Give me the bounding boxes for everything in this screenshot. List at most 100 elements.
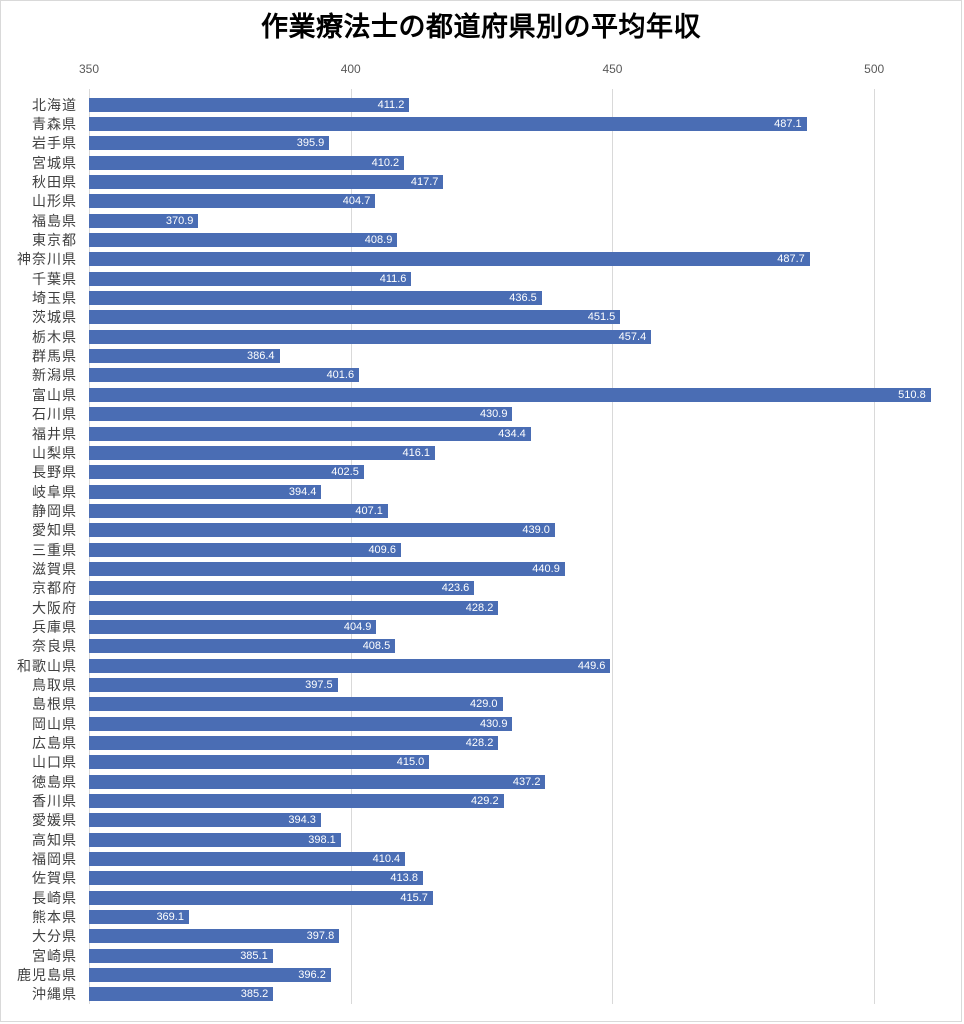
x-axis-tick-label: 350 bbox=[78, 62, 100, 76]
bar: 457.4 bbox=[89, 329, 652, 344]
bar-row: 岐阜県 394.4 bbox=[1, 482, 961, 501]
value-label: 396.2 bbox=[298, 969, 326, 982]
bar-row: 群馬県 386.4 bbox=[1, 346, 961, 365]
value-label: 398.1 bbox=[308, 833, 336, 846]
value-label: 429.2 bbox=[471, 795, 499, 808]
bar-row: 山口県 415.0 bbox=[1, 753, 961, 772]
bar-track: 434.4 bbox=[89, 426, 937, 441]
bar-row: 京都府 423.6 bbox=[1, 579, 961, 598]
bar-track: 385.1 bbox=[89, 948, 937, 963]
category-label: 兵庫県 bbox=[32, 618, 77, 635]
bar-track: 428.2 bbox=[89, 600, 937, 615]
bar-row: 埼玉県 436.5 bbox=[1, 288, 961, 307]
bar-row: 大阪府 428.2 bbox=[1, 598, 961, 617]
value-label: 415.7 bbox=[400, 891, 428, 904]
category-label: 徳島県 bbox=[32, 773, 77, 790]
category-label: 山口県 bbox=[32, 754, 77, 771]
category-label: 沖縄県 bbox=[32, 986, 77, 1003]
bar: 408.5 bbox=[89, 639, 396, 654]
bar-row: 沖縄県 385.2 bbox=[1, 985, 961, 1004]
bar: 394.3 bbox=[89, 813, 321, 828]
category-label: 三重県 bbox=[32, 541, 77, 558]
bar-track: 397.8 bbox=[89, 929, 937, 944]
value-label: 434.4 bbox=[498, 427, 526, 440]
bar: 404.9 bbox=[89, 619, 377, 634]
bar-track: 394.3 bbox=[89, 813, 937, 828]
value-label: 451.5 bbox=[587, 311, 616, 324]
value-label: 397.8 bbox=[306, 930, 335, 943]
bar-track: 428.2 bbox=[89, 736, 937, 751]
category-label: 秋田県 bbox=[32, 174, 77, 191]
bar: 487.7 bbox=[89, 252, 810, 267]
bar-track: 401.6 bbox=[89, 368, 937, 383]
x-axis-tick-label: 500 bbox=[864, 62, 885, 76]
value-label: 409.6 bbox=[368, 543, 396, 556]
category-label: 宮城県 bbox=[32, 154, 77, 171]
category-label: 香川県 bbox=[32, 793, 77, 810]
value-label: 397.5 bbox=[305, 678, 333, 691]
category-label: 群馬県 bbox=[32, 348, 77, 365]
category-label: 静岡県 bbox=[32, 502, 77, 519]
bar-row: 愛知県 439.0 bbox=[1, 521, 961, 540]
bar-row: 宮城県 410.2 bbox=[1, 153, 961, 172]
bar: 369.1 bbox=[89, 910, 189, 925]
bar: 411.6 bbox=[89, 271, 412, 286]
bar-row: 長崎県 415.7 bbox=[1, 888, 961, 907]
category-label: 愛媛県 bbox=[32, 812, 77, 829]
bar-row: 熊本県 369.1 bbox=[1, 907, 961, 926]
bar: 385.2 bbox=[89, 987, 274, 1002]
bar-row: 富山県 510.8 bbox=[1, 385, 961, 404]
bar-track: 451.5 bbox=[89, 310, 937, 325]
bar-track: 429.0 bbox=[89, 697, 937, 712]
bar-track: 402.5 bbox=[89, 465, 937, 480]
category-label: 長崎県 bbox=[32, 889, 77, 906]
bar: 423.6 bbox=[89, 581, 475, 596]
bar-track: 407.1 bbox=[89, 503, 937, 518]
bar-row: 北海道 411.2 bbox=[1, 95, 961, 114]
bar-track: 429.2 bbox=[89, 794, 937, 809]
bar-row: 滋賀県 440.9 bbox=[1, 559, 961, 578]
gridline bbox=[612, 89, 614, 1004]
bar: 416.1 bbox=[89, 445, 435, 460]
value-label: 423.6 bbox=[441, 582, 470, 595]
value-label: 408.9 bbox=[364, 234, 393, 247]
value-label: 385.2 bbox=[240, 988, 269, 1001]
bar-row: 山梨県 416.1 bbox=[1, 443, 961, 462]
bar-row: 徳島県 437.2 bbox=[1, 772, 961, 791]
bar-track: 396.2 bbox=[89, 968, 937, 983]
value-label: 429.0 bbox=[469, 698, 498, 711]
bar-track: 423.6 bbox=[89, 581, 937, 596]
bar-row: 千葉県 411.6 bbox=[1, 269, 961, 288]
value-label: 437.2 bbox=[512, 775, 541, 788]
bar: 410.4 bbox=[89, 852, 406, 867]
bar: 487.1 bbox=[89, 117, 807, 132]
bar-row: 鹿児島県 396.2 bbox=[1, 965, 961, 984]
value-label: 394.3 bbox=[288, 814, 316, 827]
value-label: 411.2 bbox=[377, 98, 405, 111]
bar-row: 大分県 397.8 bbox=[1, 927, 961, 946]
bar-track: 408.5 bbox=[89, 639, 937, 654]
bar-row: 鳥取県 397.5 bbox=[1, 675, 961, 694]
bar-track: 430.9 bbox=[89, 716, 937, 731]
category-label: 京都府 bbox=[32, 580, 77, 597]
category-label: 鹿児島県 bbox=[17, 967, 77, 984]
bar: 410.2 bbox=[89, 155, 405, 170]
bar-track: 457.4 bbox=[89, 329, 937, 344]
value-label: 407.1 bbox=[355, 504, 383, 517]
bar-row: 長野県 402.5 bbox=[1, 463, 961, 482]
value-label: 428.2 bbox=[465, 737, 494, 750]
category-label: 佐賀県 bbox=[32, 870, 77, 887]
value-label: 402.5 bbox=[331, 466, 359, 479]
category-label: 神奈川県 bbox=[17, 251, 77, 268]
bar: 510.8 bbox=[89, 387, 931, 402]
bar: 401.6 bbox=[89, 368, 360, 383]
bar: 396.2 bbox=[89, 968, 331, 983]
plot-area: 北海道 411.2 青森県 487.1 岩手県 395.9 宮城県 410.2 bbox=[1, 89, 961, 1004]
bar-row: 福井県 434.4 bbox=[1, 424, 961, 443]
value-label: 395.9 bbox=[296, 137, 325, 150]
bar: 404.7 bbox=[89, 194, 376, 209]
category-label: 岡山県 bbox=[32, 715, 77, 732]
x-axis-tick-label: 400 bbox=[340, 62, 361, 76]
category-label: 福岡県 bbox=[32, 851, 77, 868]
